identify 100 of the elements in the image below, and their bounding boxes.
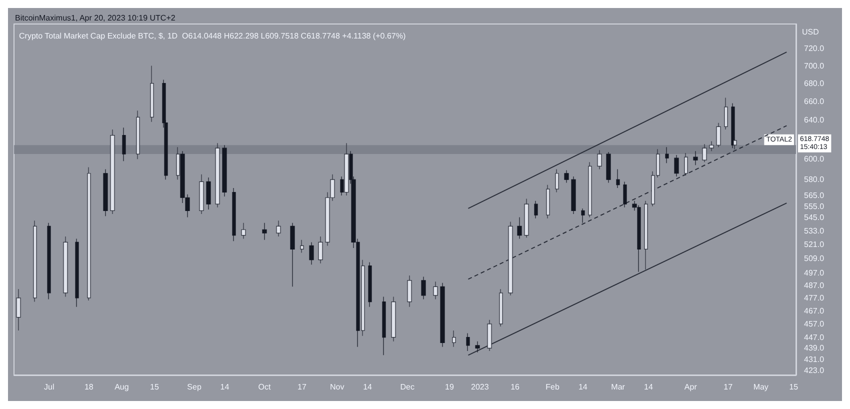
x-tick-label: Feb (546, 382, 560, 392)
candlestick (716, 122, 721, 148)
candlestick (215, 142, 220, 208)
candlestick (33, 220, 37, 302)
candlestick (475, 341, 480, 353)
candlestick (63, 236, 68, 297)
y-tick-label: 487.0 (804, 280, 825, 290)
candlestick (241, 222, 246, 240)
y-tick-label: 477.0 (804, 293, 825, 302)
y-tick-label: 545.0 (804, 212, 825, 222)
candlestick (709, 140, 714, 152)
x-tick-label: 2023 (471, 382, 490, 392)
y-tick-label: 700.0 (804, 61, 825, 70)
candlestick (597, 150, 602, 170)
candlestick (693, 150, 698, 166)
y-axis-title: USD (802, 28, 820, 36)
chart-subtitle: BitcoinMaximus1, Apr 20, 2023 10:19 UTC+2 (15, 14, 176, 22)
x-tick-label: 19 (445, 382, 454, 392)
y-tick-label: 680.0 (804, 78, 825, 88)
candlestick (122, 127, 126, 162)
candlestick (466, 332, 470, 352)
candlestick (534, 200, 538, 219)
candlestick (421, 276, 426, 300)
x-tick-label: 15 (150, 382, 160, 392)
candlestick (222, 144, 227, 197)
candlestick (433, 281, 438, 300)
x-tick-label: Oct (258, 382, 272, 392)
candlestick (87, 166, 91, 301)
candlestick (440, 282, 445, 348)
candlestick (407, 275, 412, 308)
candlestick (487, 320, 492, 352)
candlestick (382, 296, 386, 356)
y-tick-label: 457.0 (804, 319, 825, 328)
candlestick (546, 184, 550, 219)
candlestick (616, 168, 620, 188)
x-tick-label: 17 (298, 382, 307, 392)
candlestick (361, 260, 365, 336)
x-tick-label: May (753, 382, 768, 392)
candlestick (581, 208, 585, 224)
candlestick (276, 220, 281, 237)
candlestick (75, 238, 79, 308)
candlestick (702, 144, 707, 162)
candlestick (684, 152, 688, 176)
candlestick (665, 146, 669, 164)
y-tick-label: 660.0 (804, 96, 825, 106)
y-tick-label: 431.0 (804, 354, 825, 364)
candlestick (391, 296, 396, 342)
candlestick (733, 136, 737, 150)
y-tick-label: 447.0 (804, 332, 825, 342)
x-tick-label: 14 (363, 382, 373, 392)
y-tick-label: 439.0 (804, 344, 825, 353)
candlestick (309, 242, 314, 265)
candlestick (318, 236, 323, 264)
y-tick-label: 497.0 (804, 268, 825, 278)
candlestick (555, 168, 559, 193)
y-tick-label: 423.0 (804, 366, 825, 376)
candlestick (206, 177, 211, 210)
candlestick (110, 129, 115, 214)
candlestick (517, 216, 522, 240)
candlestick (452, 330, 456, 348)
x-tick-label: 15 (789, 382, 799, 392)
y-tick-label: 555.0 (804, 202, 825, 211)
candlestick (724, 97, 728, 130)
candlestick (290, 222, 295, 287)
x-tick-label: 14 (578, 382, 588, 392)
candlestick (199, 174, 204, 214)
x-tick-label: Nov (330, 382, 344, 392)
candlestick (564, 170, 569, 184)
candlestick (136, 110, 140, 160)
x-tick-label: Sep (187, 382, 202, 392)
candlestick (47, 222, 51, 300)
y-tick-label: 600.0 (804, 154, 825, 164)
y-tick-label: 521.0 (804, 240, 825, 250)
x-tick-label: 16 (510, 382, 520, 392)
y-tick-label: 640.0 (804, 116, 825, 125)
candlestick (368, 262, 372, 308)
x-tick-label: 14 (220, 382, 230, 392)
x-tick-label: Aug (114, 382, 129, 392)
x-tick-label: Mar (611, 382, 626, 392)
x-tick-label: 18 (84, 382, 94, 392)
candlestick (588, 162, 592, 218)
text: Crypto Total Market Cap Exclude BTC, $, 1D O614.0448 H622.298 L609.7518 C618.7748 +4.1138 (+0.67%) (19, 32, 406, 40)
candlestick (176, 146, 180, 180)
x-tick-label: 17 (724, 382, 734, 392)
x-tick-label: Dec (400, 382, 414, 392)
y-tick-label: 467.0 (804, 306, 825, 316)
candlestick (340, 176, 344, 196)
y-tick-label: 509.0 (804, 254, 825, 264)
y-tick-label: 720.0 (804, 44, 825, 54)
candlestick (606, 152, 611, 184)
x-tick-label: Jul (44, 382, 54, 392)
candlestick (731, 102, 735, 148)
x-tick-label: Apr (684, 382, 698, 392)
candlestick (150, 65, 154, 122)
candlestick (571, 176, 576, 214)
y-tick-label: 580.0 (804, 175, 825, 184)
candlestick (623, 181, 627, 208)
candlestick (262, 222, 267, 240)
y-tick-label: 533.0 (804, 226, 825, 236)
y-tick-label: 565.0 (804, 190, 825, 200)
